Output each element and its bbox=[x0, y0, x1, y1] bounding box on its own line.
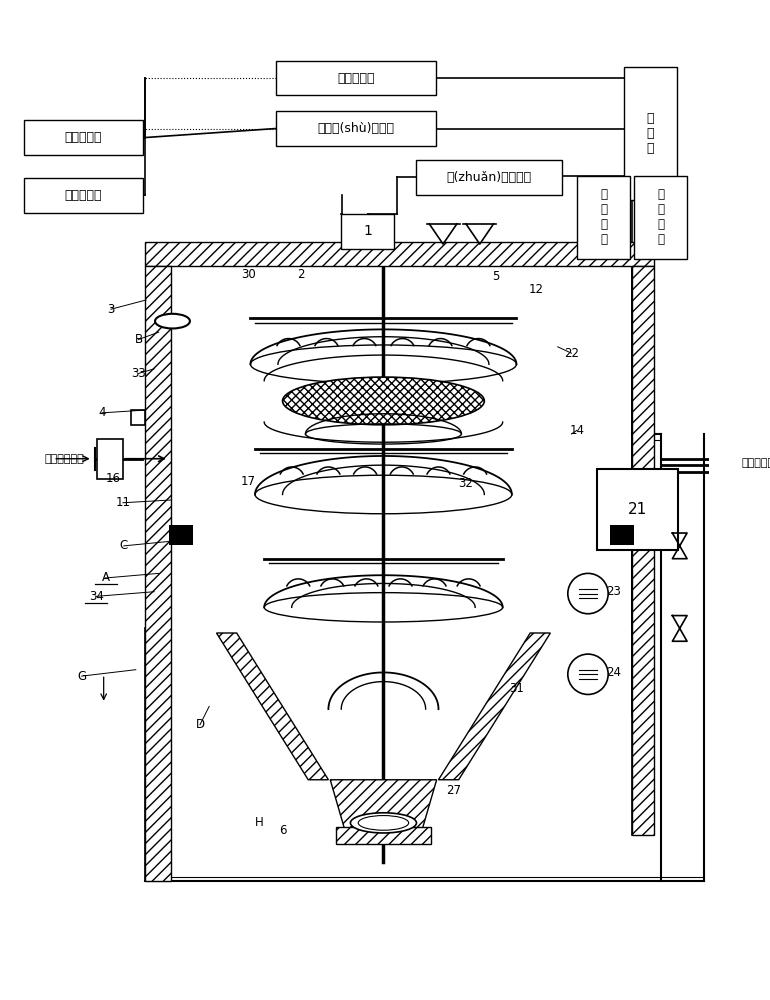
Bar bbox=[632, 266, 654, 835]
Text: A: A bbox=[102, 571, 109, 584]
Text: C: C bbox=[119, 539, 128, 552]
Text: 電量傳感器: 電量傳感器 bbox=[65, 131, 102, 144]
Text: G: G bbox=[77, 670, 86, 683]
Bar bbox=[624, 67, 677, 200]
Bar bbox=[276, 61, 436, 95]
Text: 22: 22 bbox=[564, 347, 579, 360]
Text: 去蒸汽風機: 去蒸汽風機 bbox=[742, 458, 770, 468]
Text: 30: 30 bbox=[241, 268, 256, 281]
Text: 24: 24 bbox=[606, 666, 621, 679]
Bar bbox=[634, 176, 687, 259]
Text: 電參數(shù)采集儀: 電參數(shù)采集儀 bbox=[317, 122, 394, 135]
Circle shape bbox=[567, 573, 608, 614]
Text: 17: 17 bbox=[240, 475, 255, 488]
Bar bbox=[97, 439, 123, 479]
Text: 溫度傳感器: 溫度傳感器 bbox=[65, 189, 102, 202]
Text: 16: 16 bbox=[105, 472, 120, 485]
Polygon shape bbox=[216, 633, 329, 780]
Bar bbox=[131, 410, 145, 425]
Bar bbox=[169, 525, 192, 545]
Text: H: H bbox=[255, 816, 264, 829]
Bar bbox=[145, 266, 171, 881]
Polygon shape bbox=[330, 780, 437, 830]
Bar bbox=[341, 214, 394, 249]
Text: 4: 4 bbox=[98, 406, 105, 419]
Text: 2: 2 bbox=[297, 268, 305, 281]
Ellipse shape bbox=[283, 377, 484, 425]
Text: 23: 23 bbox=[606, 585, 621, 598]
Bar bbox=[276, 111, 436, 146]
Bar bbox=[24, 120, 143, 155]
Text: 12: 12 bbox=[529, 283, 544, 296]
Text: 中
繼
器: 中 繼 器 bbox=[647, 112, 654, 155]
Text: 32: 32 bbox=[459, 477, 474, 490]
Text: 3: 3 bbox=[107, 303, 115, 316]
Text: 電
腦
終
端: 電 腦 終 端 bbox=[600, 188, 607, 246]
Ellipse shape bbox=[350, 813, 417, 833]
Text: 5: 5 bbox=[493, 270, 500, 283]
Bar bbox=[577, 176, 630, 259]
Polygon shape bbox=[438, 633, 551, 780]
Text: 11: 11 bbox=[116, 496, 130, 509]
Ellipse shape bbox=[155, 314, 190, 328]
Text: 27: 27 bbox=[447, 784, 461, 797]
Bar bbox=[610, 525, 634, 545]
Text: 蒸汽混合器來: 蒸汽混合器來 bbox=[44, 454, 84, 464]
Text: 6: 6 bbox=[279, 824, 286, 837]
Text: B: B bbox=[135, 333, 142, 346]
Text: D: D bbox=[196, 718, 205, 731]
Bar bbox=[145, 242, 654, 266]
Text: 14: 14 bbox=[570, 424, 584, 437]
Circle shape bbox=[567, 654, 608, 694]
Bar bbox=[416, 160, 562, 195]
Bar bbox=[24, 178, 143, 213]
Text: 31: 31 bbox=[509, 682, 524, 695]
Text: 33: 33 bbox=[131, 367, 146, 380]
Text: 轉(zhuǎn)速采集儀: 轉(zhuǎn)速采集儀 bbox=[447, 171, 531, 184]
Bar bbox=[336, 827, 431, 844]
Text: 34: 34 bbox=[89, 590, 104, 603]
Text: 21: 21 bbox=[628, 502, 647, 517]
Text: 1: 1 bbox=[363, 224, 372, 238]
Bar bbox=[598, 469, 678, 550]
Text: 溫度采集儀: 溫度采集儀 bbox=[337, 72, 375, 85]
Text: 手
機
終
端: 手 機 終 端 bbox=[657, 188, 664, 246]
